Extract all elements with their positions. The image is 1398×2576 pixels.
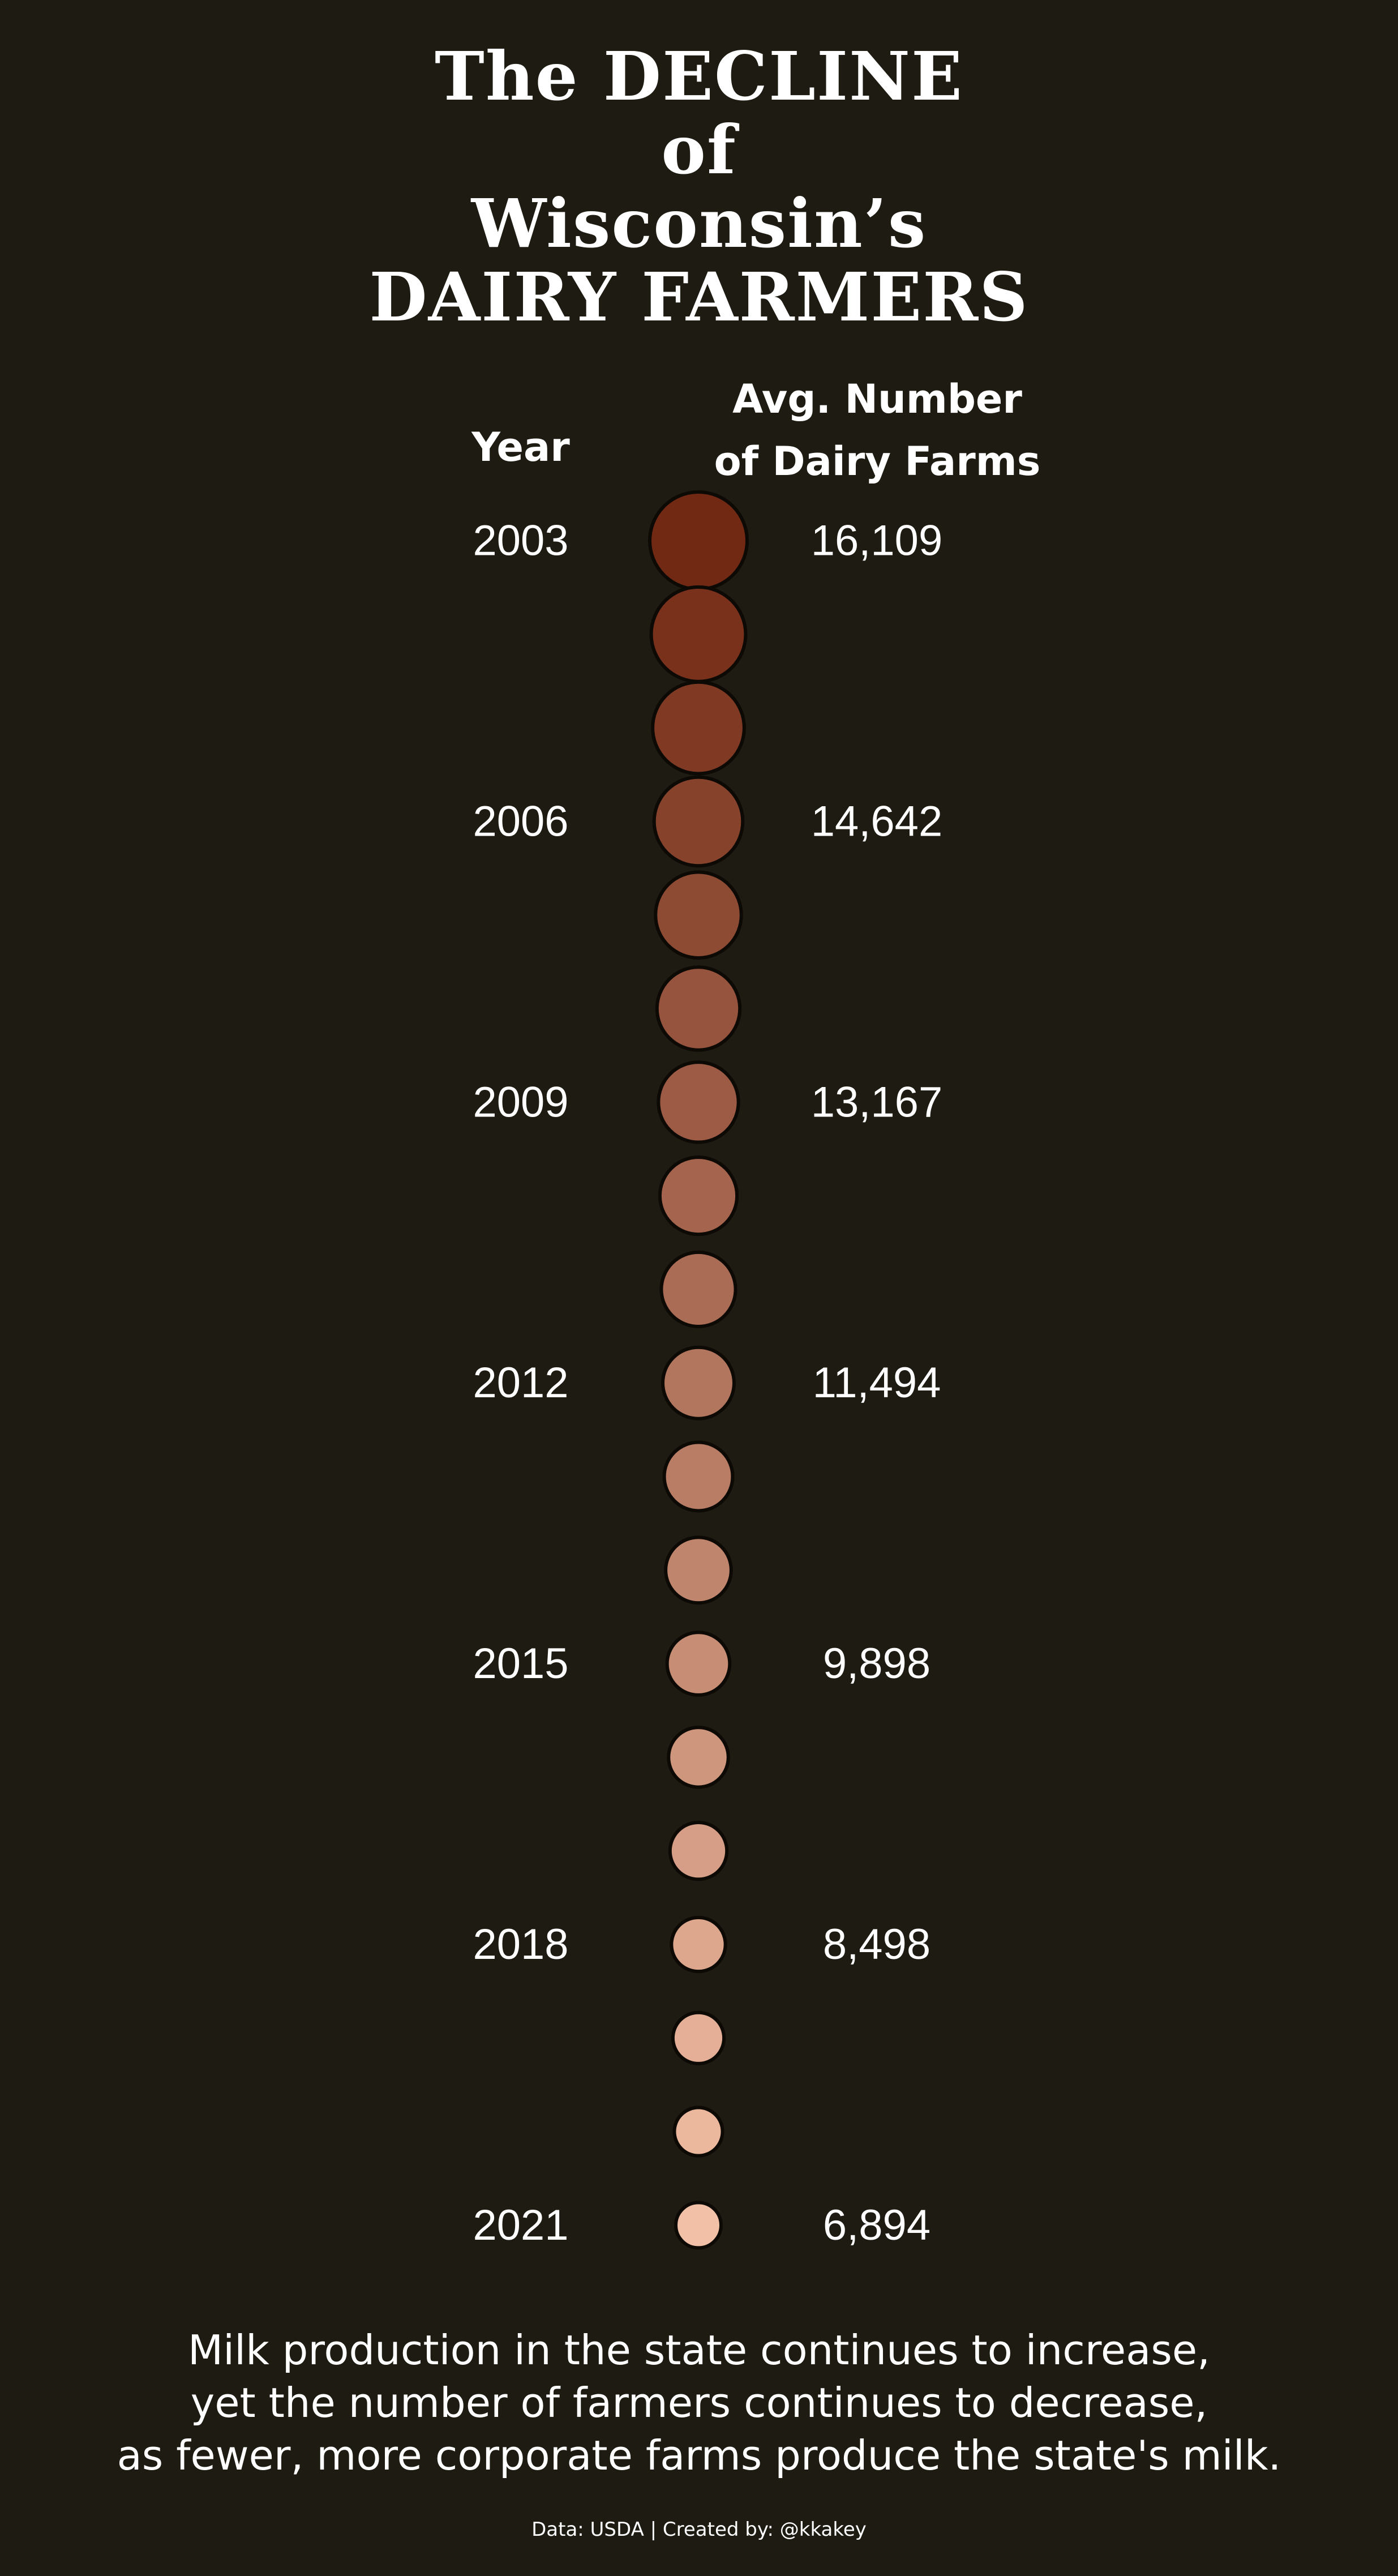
bubble-2019 <box>671 2010 726 2065</box>
caption-line-2: yet the number of farmers continues to d… <box>190 2379 1208 2427</box>
caption-line-3: as fewer, more corporate farms produce t… <box>117 2432 1281 2479</box>
year-label-2021: 2021 <box>473 2201 568 2249</box>
bubble-2014 <box>664 1535 733 1605</box>
title-line-1: The DECLINE <box>435 37 963 115</box>
bubble-2020 <box>672 2106 724 2158</box>
farm-count-label-2021: 6,894 <box>823 2201 930 2249</box>
bubble-2004 <box>649 585 748 683</box>
value-labels: 2003 16,109 2006 14,642 2009 13,167 2012 11,494… <box>473 517 942 2249</box>
bubble-2021 <box>674 2201 723 2250</box>
farm-count-label-2003: 16,109 <box>811 517 942 565</box>
year-label-2015: 2015 <box>473 1640 568 1688</box>
bubble-2018 <box>670 1915 727 1974</box>
farm-count-label-2018: 8,498 <box>823 1920 930 1969</box>
year-label-2018: 2018 <box>473 1920 568 1969</box>
bubble-2013 <box>662 1440 735 1513</box>
bubble-2005 <box>651 680 746 776</box>
year-label-2006: 2006 <box>473 797 568 845</box>
year-label-2012: 2012 <box>473 1359 568 1407</box>
bubble-2010 <box>658 1155 739 1236</box>
farm-count-label-2012: 11,494 <box>813 1359 941 1407</box>
chart-title: The DECLINE of Wisconsin’s DAIRY FARMERS <box>0 40 1398 334</box>
farm-count-label-2009: 13,167 <box>811 1078 942 1126</box>
farm-count-label-2006: 14,642 <box>811 797 942 845</box>
bubble-series <box>648 490 749 2250</box>
farms-column-header: Avg. Number of Dairy Farms <box>679 368 1075 493</box>
bubble-2016 <box>667 1726 730 1789</box>
bubble-2008 <box>655 965 742 1052</box>
bubble-2007 <box>654 870 743 960</box>
caption-line-1: Milk production in the state continues t… <box>187 2326 1211 2374</box>
source-credit: Data: USDA | Created by: @kkakey <box>531 2518 867 2541</box>
bubble-2003 <box>648 490 749 591</box>
bubble-2012 <box>661 1345 736 1420</box>
title-line-2: of <box>661 110 737 189</box>
caption: Milk production in the state continues t… <box>0 2324 1398 2482</box>
title-line-4: DAIRY FARMERS <box>369 258 1029 336</box>
bubble-2009 <box>657 1060 740 1144</box>
year-label-2009: 2009 <box>473 1078 568 1126</box>
bubble-2011 <box>659 1250 737 1328</box>
year-label-2003: 2003 <box>473 517 568 565</box>
farm-count-label-2015: 9,898 <box>823 1640 930 1688</box>
bubble-2006 <box>652 775 745 868</box>
farms-header-line-1: Avg. Number <box>732 376 1022 422</box>
year-column-header: Year <box>471 424 570 470</box>
farms-header-line-2: of Dairy Farms <box>714 438 1041 485</box>
title-line-3: Wisconsin’s <box>471 184 927 263</box>
bubble-2015 <box>665 1631 732 1697</box>
bubble-2017 <box>668 1820 729 1881</box>
